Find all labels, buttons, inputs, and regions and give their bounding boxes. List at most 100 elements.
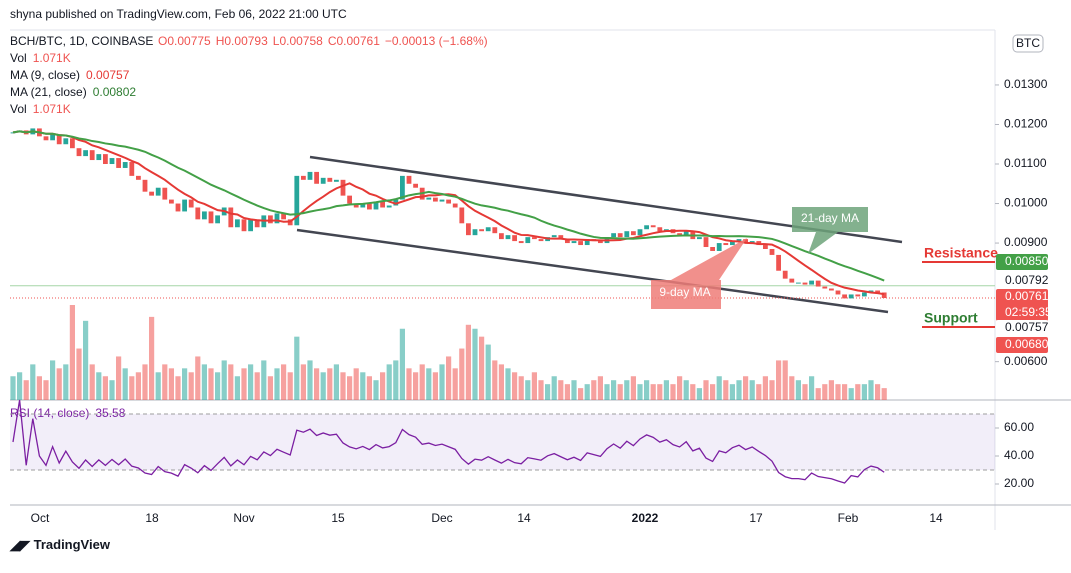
volume-bar (472, 328, 478, 400)
candle (406, 175, 412, 184)
volume-bar (201, 364, 207, 400)
candle (829, 288, 834, 291)
volume-bar (452, 368, 458, 400)
volume-bar (571, 380, 577, 400)
volume-bar (518, 376, 524, 400)
volume-bar (102, 376, 108, 400)
ma-line (12, 130, 885, 282)
volume-bar (386, 364, 392, 400)
candle (314, 171, 319, 184)
volume-bar (842, 384, 848, 400)
candle (228, 207, 234, 228)
x-tick-label: 15 (331, 511, 345, 525)
candle (532, 237, 537, 240)
volume-bar (650, 384, 656, 400)
volume-bar (347, 376, 353, 400)
volume-bar (175, 376, 181, 400)
volume-bar (776, 360, 782, 400)
volume-bar (56, 368, 62, 400)
volume-bar (162, 364, 168, 400)
candle (802, 282, 808, 285)
indicator: MA (9, close) 0.00757 (10, 68, 130, 82)
volume-bar (723, 380, 729, 400)
volume-bar (696, 388, 702, 400)
marks (10, 128, 995, 400)
support-label: Support (924, 310, 978, 326)
candle (565, 239, 570, 244)
volume-bar (584, 384, 590, 400)
ma9-label: 9-day MA (659, 285, 710, 299)
ma21-callout (792, 207, 868, 254)
currency-button[interactable] (1012, 34, 1044, 53)
volume-bar (828, 380, 834, 400)
volume-bar (868, 380, 874, 400)
volume-bar (208, 368, 214, 400)
volume-bar (373, 380, 379, 400)
price-tag (996, 320, 1048, 336)
volume-bar (657, 384, 663, 400)
candle (505, 235, 511, 240)
candle (736, 239, 742, 242)
volume-bar (485, 344, 491, 400)
candle (466, 223, 471, 236)
volume-bar (267, 376, 273, 400)
candle (862, 292, 867, 297)
volume-bar (564, 384, 570, 400)
price-tag-label: 0.00850 (1005, 254, 1049, 268)
volume-bar (340, 372, 346, 400)
candle (617, 233, 623, 238)
rsi-name: RSI (14, close) (10, 406, 89, 420)
candle (538, 239, 544, 242)
volume-bar (690, 384, 696, 400)
candle (446, 199, 451, 204)
candle (400, 175, 405, 200)
ohlc-value: L0.00758 (273, 34, 323, 48)
indicator-name: MA (21, close) (10, 85, 87, 99)
volume-bar (729, 384, 735, 400)
volume-bar (875, 384, 881, 400)
volume-bar (406, 368, 412, 400)
volume-bar (122, 368, 128, 400)
candle (70, 138, 75, 149)
candle (373, 201, 379, 210)
price-tag-label: 0.00792 (1005, 273, 1049, 287)
candle (268, 215, 273, 224)
volume-bar (762, 376, 768, 400)
volume-bar (538, 380, 544, 400)
volume-bar (155, 372, 161, 400)
candle (208, 211, 214, 224)
candle (518, 241, 524, 244)
candle (380, 201, 385, 208)
volume-bar (465, 324, 471, 400)
candle (710, 247, 715, 251)
volume-bar (109, 380, 115, 400)
ohlc-value: C0.00761 (328, 34, 380, 48)
volume-bar (380, 372, 386, 400)
volume-bar (182, 368, 188, 400)
candle (241, 219, 247, 232)
volume-bar (83, 320, 89, 400)
volume-bar (261, 360, 267, 400)
candle (136, 175, 141, 180)
volume-bar (281, 364, 287, 400)
volume-bar (551, 376, 557, 400)
volume-bar (89, 364, 95, 400)
candle (89, 150, 95, 161)
candle (578, 241, 583, 246)
price-tag-label: 0.00680 (1005, 337, 1049, 351)
volume-bar (419, 364, 425, 400)
candle (452, 203, 458, 208)
rsi-tick-label: 20.00 (1004, 476, 1034, 490)
volume-bar (327, 368, 333, 400)
rsi-value: 35.58 (95, 406, 125, 420)
volume-bar (597, 376, 603, 400)
volume-bar (36, 376, 42, 400)
candle (558, 235, 564, 240)
indicator-name: Vol (10, 51, 27, 65)
candle (479, 229, 484, 232)
candle (162, 187, 168, 200)
rsi-name: RSI (14, close) 35.58 (10, 406, 126, 420)
volume-bar (215, 372, 221, 400)
indicator: MA (21, close) 0.00802 (10, 85, 136, 99)
volume-bar (703, 380, 709, 400)
